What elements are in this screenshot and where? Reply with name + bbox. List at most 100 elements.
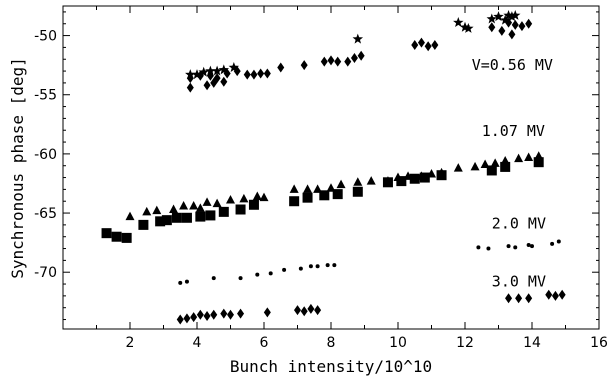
triangle-point (189, 200, 199, 210)
square-point (332, 189, 343, 200)
dot-point (315, 264, 320, 269)
x-tick-label: 4 (193, 335, 202, 351)
diamond-point (203, 310, 211, 321)
star-point (352, 33, 364, 44)
square-point (101, 228, 112, 239)
diamond-point (518, 21, 526, 32)
dot-point (556, 239, 561, 244)
axis-ticks: 2 4 6 8 10 12 14 16 -50 -55 -60 -65 -70 (34, 6, 608, 351)
x-tick-label: 6 (260, 335, 269, 351)
diamond-point (206, 70, 214, 81)
curve-voltage-label: V=0.56 MV (472, 56, 553, 74)
diamond-point (511, 19, 519, 30)
triangle-point (212, 198, 222, 208)
triangle-point (142, 206, 152, 216)
diamond-point (417, 37, 425, 48)
dot-point (513, 245, 518, 250)
dot-point (486, 246, 491, 251)
square-point (409, 173, 420, 184)
diamond-point (203, 80, 211, 91)
x-tick-label: 2 (126, 335, 135, 351)
triangle-point (524, 152, 534, 161)
y-tick-label: -65 (34, 206, 57, 222)
x-tick-label: 8 (327, 335, 336, 351)
square-point (205, 210, 216, 221)
dot-point (308, 264, 313, 269)
diamond-point (334, 56, 342, 67)
diamond-point (505, 293, 513, 304)
square-point (533, 157, 544, 168)
curve-voltage-label: 1.07 MV (482, 122, 545, 140)
square-point (235, 204, 246, 215)
data-marks (101, 9, 566, 325)
triangle-point (125, 211, 135, 221)
square-point (319, 190, 330, 201)
star-point (228, 62, 240, 72)
diamond-point (220, 308, 228, 319)
triangle-point (259, 192, 269, 202)
square-point (486, 165, 497, 176)
star-point (191, 69, 203, 80)
dot-point (255, 272, 260, 277)
triangle-point (202, 197, 212, 206)
y-axis-title: Synchronous phase [deg] (8, 57, 27, 279)
diamond-point (525, 293, 533, 304)
square-point (352, 186, 363, 197)
square-point (111, 231, 122, 242)
y-tick-label: -50 (34, 29, 57, 45)
triangle-point (514, 153, 524, 163)
square-point (382, 177, 393, 188)
x-tick-label: 10 (389, 335, 407, 351)
star-point (493, 11, 504, 22)
diamond-point (551, 290, 559, 301)
diamond-point (488, 22, 496, 33)
triangle-point (239, 193, 249, 203)
diamond-point (186, 82, 194, 93)
curve-voltage-label: 3.0 MV (492, 272, 546, 290)
diamond-point (294, 305, 301, 316)
square-point (396, 176, 407, 187)
diamond-point (300, 60, 308, 71)
diamond-point (186, 73, 194, 84)
dot-point (530, 244, 534, 249)
triangle-point (152, 205, 162, 215)
star-point (506, 11, 518, 22)
star-point (211, 65, 223, 76)
triangle-point (353, 177, 363, 186)
star-point (463, 22, 474, 33)
diamond-point (176, 314, 184, 325)
triangle-point (453, 163, 463, 172)
dot-point (332, 263, 337, 268)
diamond-point (233, 66, 241, 77)
diamond-point (263, 68, 271, 79)
diamond-point (257, 68, 265, 79)
triangle-point (490, 158, 500, 167)
diamond-point (508, 29, 516, 40)
diamond-point (505, 17, 513, 28)
diamond-point (515, 293, 523, 304)
diamond-point (227, 309, 234, 320)
dot-point (282, 267, 287, 272)
square-point (171, 212, 182, 223)
x-tick-label: 12 (456, 335, 474, 351)
square-point (302, 192, 313, 203)
star-point (218, 64, 230, 75)
square-point (500, 161, 511, 172)
diamond-point (350, 53, 358, 64)
diamond-point (263, 307, 271, 318)
diamond-point (558, 289, 566, 300)
triangle-point (195, 203, 205, 212)
dot-point (298, 266, 303, 271)
dot-point (268, 271, 273, 276)
diamond-point (220, 76, 228, 87)
square-point (218, 206, 229, 217)
y-tick-label: -70 (34, 265, 57, 281)
diamond-point (196, 309, 204, 320)
y-tick-label: -55 (34, 88, 57, 104)
dot-point (325, 263, 330, 268)
diamond-point (424, 41, 432, 52)
dot-point (550, 241, 555, 246)
diamond-point (327, 55, 335, 66)
x-axis-title: Bunch intensity/10^10 (230, 357, 432, 376)
square-point (138, 219, 149, 230)
